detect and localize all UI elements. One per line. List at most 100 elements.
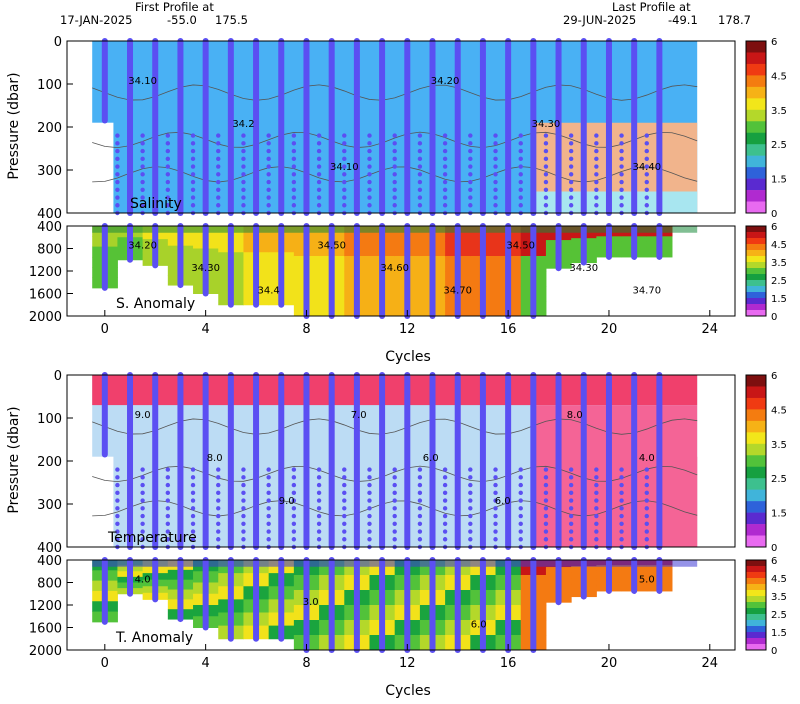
sample-dot [216, 172, 221, 177]
sample-dot [594, 467, 599, 472]
colorbar-segment [746, 632, 766, 639]
sample-dot [342, 148, 347, 154]
sample-dot [367, 133, 372, 138]
sample-dot [644, 156, 649, 162]
sample-dot [115, 475, 120, 480]
sample-dot [165, 195, 171, 200]
sample-dot [241, 467, 246, 472]
sample-dot [417, 172, 423, 177]
sample-dot [241, 195, 246, 200]
sample-dot [468, 529, 473, 534]
sample-dot [392, 164, 397, 169]
sample-dot [342, 498, 347, 503]
sample-dot [367, 513, 372, 519]
sample-dot [468, 482, 473, 488]
contour-label: 8.0 [567, 410, 583, 421]
sample-dot [291, 506, 297, 511]
sample-dot [518, 482, 523, 488]
sample-dot [316, 148, 322, 154]
colorbar-tick: 4.5 [771, 71, 787, 82]
sample-dot [493, 187, 498, 192]
xtick-label: 4 [202, 322, 210, 337]
colorbar-tick: 3.5 [771, 106, 787, 117]
sample-dot [266, 506, 271, 511]
colorbar-segment [746, 584, 766, 591]
sample-dot [644, 195, 649, 200]
contour-label: 3.0 [303, 597, 319, 608]
sample-dot [493, 141, 498, 146]
sample-dot [190, 203, 196, 208]
colorbar-tick: 2.5 [771, 276, 787, 287]
sample-dot [115, 133, 120, 138]
sample-dot [241, 156, 246, 162]
field-gap [84, 122, 114, 213]
sample-dot [594, 148, 599, 154]
sample-dot [493, 513, 498, 519]
sample-dot [468, 164, 473, 169]
sample-dot [493, 179, 498, 185]
colorbar-tick: 3.5 [771, 440, 787, 451]
sample-dot [165, 482, 171, 488]
sample-dot [392, 203, 397, 208]
sample-dot [543, 529, 549, 534]
sample-dot [619, 156, 624, 162]
sample-dot [442, 490, 448, 496]
sample-dot [619, 148, 624, 154]
colorbar-segment [746, 590, 766, 597]
sample-dot [543, 133, 549, 138]
sample-dot [594, 141, 599, 146]
sample-dot [594, 475, 599, 480]
sample-dot [518, 513, 523, 519]
xtick-label: 20 [601, 656, 618, 671]
last-profile-lat: -49.1 [668, 13, 698, 27]
ytick-label: 100 [37, 412, 62, 427]
sample-dot [442, 141, 448, 146]
sample-dot [518, 475, 523, 480]
sample-dot [644, 133, 649, 138]
sample-dot [442, 148, 448, 154]
xtick-label: 24 [702, 656, 719, 671]
sample-dot [316, 156, 322, 162]
contour-label: 34.4 [258, 286, 280, 297]
colorbar-tick: 1.5 [771, 628, 787, 639]
ytick-label: 1600 [29, 622, 62, 637]
ytick-label: 1600 [29, 288, 62, 303]
s-anomaly-panel-title: S. Anomaly [116, 296, 195, 312]
sample-dot [342, 203, 347, 208]
sample-dot [316, 475, 322, 480]
colorbar-frame [745, 559, 767, 651]
sample-dot [568, 467, 574, 472]
colorbar-tick: 3.5 [771, 258, 787, 269]
sample-dot [291, 467, 297, 472]
colorbar-segment [746, 298, 766, 305]
contour-label: 34.10 [128, 76, 157, 87]
ytick-label: 800 [37, 577, 62, 592]
sample-dot [518, 141, 523, 146]
sample-dot [316, 164, 322, 169]
sample-dot [316, 498, 322, 503]
sample-dot [216, 156, 221, 162]
colorbar-segment [746, 52, 766, 65]
colorbar-segment [746, 535, 766, 548]
sample-dot [367, 187, 372, 192]
sample-dot [568, 195, 574, 200]
colorbar-segment [746, 268, 766, 275]
sample-dot [190, 148, 196, 154]
sample-dot [442, 513, 448, 519]
sample-dot [594, 195, 599, 200]
sample-dot [266, 467, 271, 472]
sample-dot [316, 529, 322, 534]
sample-dot [518, 172, 523, 177]
colorbar-segment [746, 638, 766, 645]
sample-dot [140, 203, 145, 208]
contour-label: 8.0 [207, 453, 223, 464]
sample-dot [266, 179, 271, 185]
contour-label: 6.0 [495, 496, 511, 507]
sample-dot [442, 482, 448, 488]
sample-dot [367, 203, 372, 208]
sample-dot [594, 513, 599, 519]
colorbar-segment [746, 250, 766, 257]
ytick-label: 400 [37, 554, 62, 569]
sample-dot [165, 164, 171, 169]
sample-dot [568, 537, 574, 542]
